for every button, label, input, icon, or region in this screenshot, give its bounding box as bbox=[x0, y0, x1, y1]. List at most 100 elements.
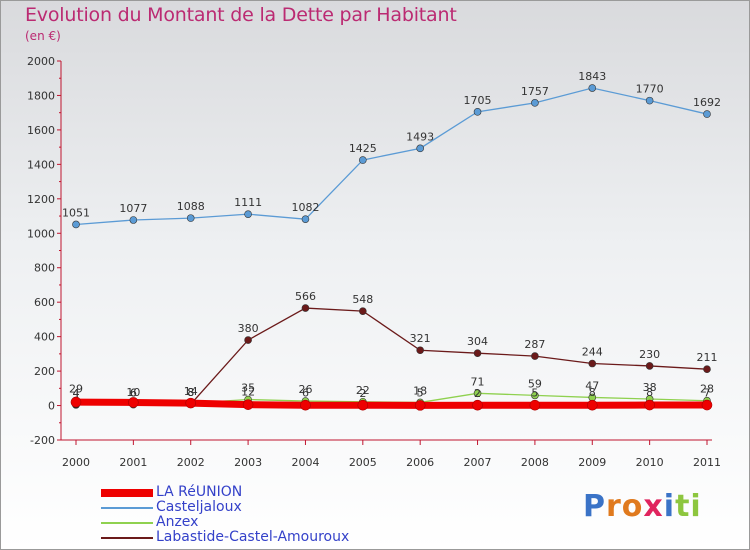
data-label: 1705 bbox=[464, 94, 492, 107]
x-tick-label: 2009 bbox=[578, 456, 606, 469]
y-tick-label: 1800 bbox=[27, 89, 55, 102]
data-point bbox=[244, 336, 252, 344]
legend-item: Casteljaloux bbox=[101, 500, 401, 515]
data-label: 8 bbox=[589, 386, 596, 399]
data-label: 1077 bbox=[119, 202, 147, 215]
data-label: 35 bbox=[241, 382, 255, 395]
y-tick-label: 1000 bbox=[27, 227, 55, 240]
data-label: 1757 bbox=[521, 85, 549, 98]
x-tick-label: 2006 bbox=[406, 456, 434, 469]
legend-swatch bbox=[101, 522, 153, 524]
y-tick-label: 1200 bbox=[27, 193, 55, 206]
data-point bbox=[644, 399, 655, 411]
data-label: 1082 bbox=[291, 201, 319, 214]
data-point bbox=[129, 216, 138, 224]
data-label: 6 bbox=[130, 387, 137, 400]
data-point bbox=[72, 220, 80, 229]
y-tick-label: 2000 bbox=[27, 55, 55, 68]
chart-title: Evolution du Montant de la Dette par Hab… bbox=[25, 4, 457, 26]
data-point bbox=[645, 362, 654, 370]
x-tick-label: 2004 bbox=[291, 456, 319, 469]
data-point bbox=[301, 304, 310, 312]
data-label: 244 bbox=[582, 346, 603, 359]
data-label: 4 bbox=[73, 387, 80, 400]
data-label: 7 bbox=[704, 386, 711, 399]
data-point bbox=[588, 359, 597, 368]
data-point bbox=[531, 99, 539, 107]
y-tick-label: 800 bbox=[34, 262, 55, 275]
data-point bbox=[359, 307, 367, 315]
data-point bbox=[70, 396, 82, 408]
data-label: 2 bbox=[474, 387, 481, 400]
data-label: 304 bbox=[467, 335, 488, 348]
data-label: 59 bbox=[528, 377, 542, 390]
logo-letter: o bbox=[621, 489, 644, 524]
data-point bbox=[586, 399, 598, 411]
legend-label: Casteljaloux bbox=[156, 499, 242, 515]
x-tick-label: 2002 bbox=[177, 456, 205, 469]
y-tick-label: 1400 bbox=[27, 158, 55, 171]
y-tick-label: 600 bbox=[34, 296, 55, 309]
data-point bbox=[703, 110, 711, 118]
data-label: 1425 bbox=[349, 142, 377, 155]
series-line bbox=[75, 307, 708, 405]
data-labels: 1051 1077 1088 1111 108214251493170517571843… bbox=[62, 70, 721, 400]
data-point bbox=[414, 400, 426, 411]
legend-swatch bbox=[101, 507, 153, 509]
data-point bbox=[185, 397, 197, 409]
data-point bbox=[588, 84, 597, 92]
data-point bbox=[242, 399, 254, 410]
data-label: 8 bbox=[187, 386, 194, 399]
data-point bbox=[703, 365, 711, 373]
data-label: 1111 bbox=[234, 196, 262, 209]
data-label: 47 bbox=[585, 379, 599, 392]
data-label: 12 bbox=[241, 385, 255, 398]
data-label: 28 bbox=[700, 383, 714, 396]
data-label: 1770 bbox=[636, 83, 664, 96]
x-tick-label: 2000 bbox=[62, 456, 90, 469]
series-points bbox=[70, 84, 713, 411]
data-label: 26 bbox=[298, 383, 312, 396]
data-label: 1088 bbox=[177, 200, 205, 213]
proxiti-logo: Proxiti bbox=[583, 489, 702, 524]
series-lines bbox=[75, 87, 708, 409]
data-point bbox=[473, 349, 482, 357]
data-point bbox=[416, 346, 424, 355]
data-point bbox=[531, 391, 539, 400]
chart-unit: (en €) bbox=[25, 29, 61, 43]
data-point bbox=[473, 108, 482, 116]
data-point bbox=[357, 399, 369, 411]
data-label: 10 bbox=[126, 386, 140, 399]
legend-label: Labastide-Castel-Amouroux bbox=[156, 529, 350, 545]
x-tick-label: 2003 bbox=[234, 456, 262, 469]
data-point bbox=[529, 399, 541, 411]
data-label: 38 bbox=[643, 381, 657, 394]
legend-label: LA RéUNION bbox=[156, 484, 243, 500]
data-label: 6 bbox=[130, 387, 137, 400]
x-tick-label: 2010 bbox=[636, 456, 664, 469]
logo-letter: i bbox=[690, 489, 702, 524]
data-label: 5 bbox=[417, 387, 424, 400]
data-label: 548 bbox=[352, 293, 373, 306]
data-point bbox=[301, 215, 310, 223]
axes: -200 0 200 400 600 800 1000 1200 1400 1600 1800 200… bbox=[27, 55, 721, 469]
data-label: 287 bbox=[524, 338, 545, 351]
data-label: 1493 bbox=[406, 130, 434, 143]
data-label: 71 bbox=[471, 375, 485, 388]
legend-item: LA RéUNION bbox=[101, 485, 401, 500]
y-tick-label: 400 bbox=[34, 331, 55, 344]
data-label: 380 bbox=[238, 322, 259, 335]
data-label: 29 bbox=[69, 383, 83, 396]
legend-swatch bbox=[101, 537, 153, 539]
data-label: 14 bbox=[184, 385, 198, 398]
data-label: 22 bbox=[356, 384, 370, 397]
data-point bbox=[701, 399, 713, 411]
logo-letter: i bbox=[663, 489, 676, 524]
x-tick-label: 2005 bbox=[349, 456, 377, 469]
series-line bbox=[75, 87, 708, 226]
data-point bbox=[128, 397, 139, 408]
x-tick-label: 2001 bbox=[119, 456, 147, 469]
data-label: 8 bbox=[187, 386, 194, 399]
